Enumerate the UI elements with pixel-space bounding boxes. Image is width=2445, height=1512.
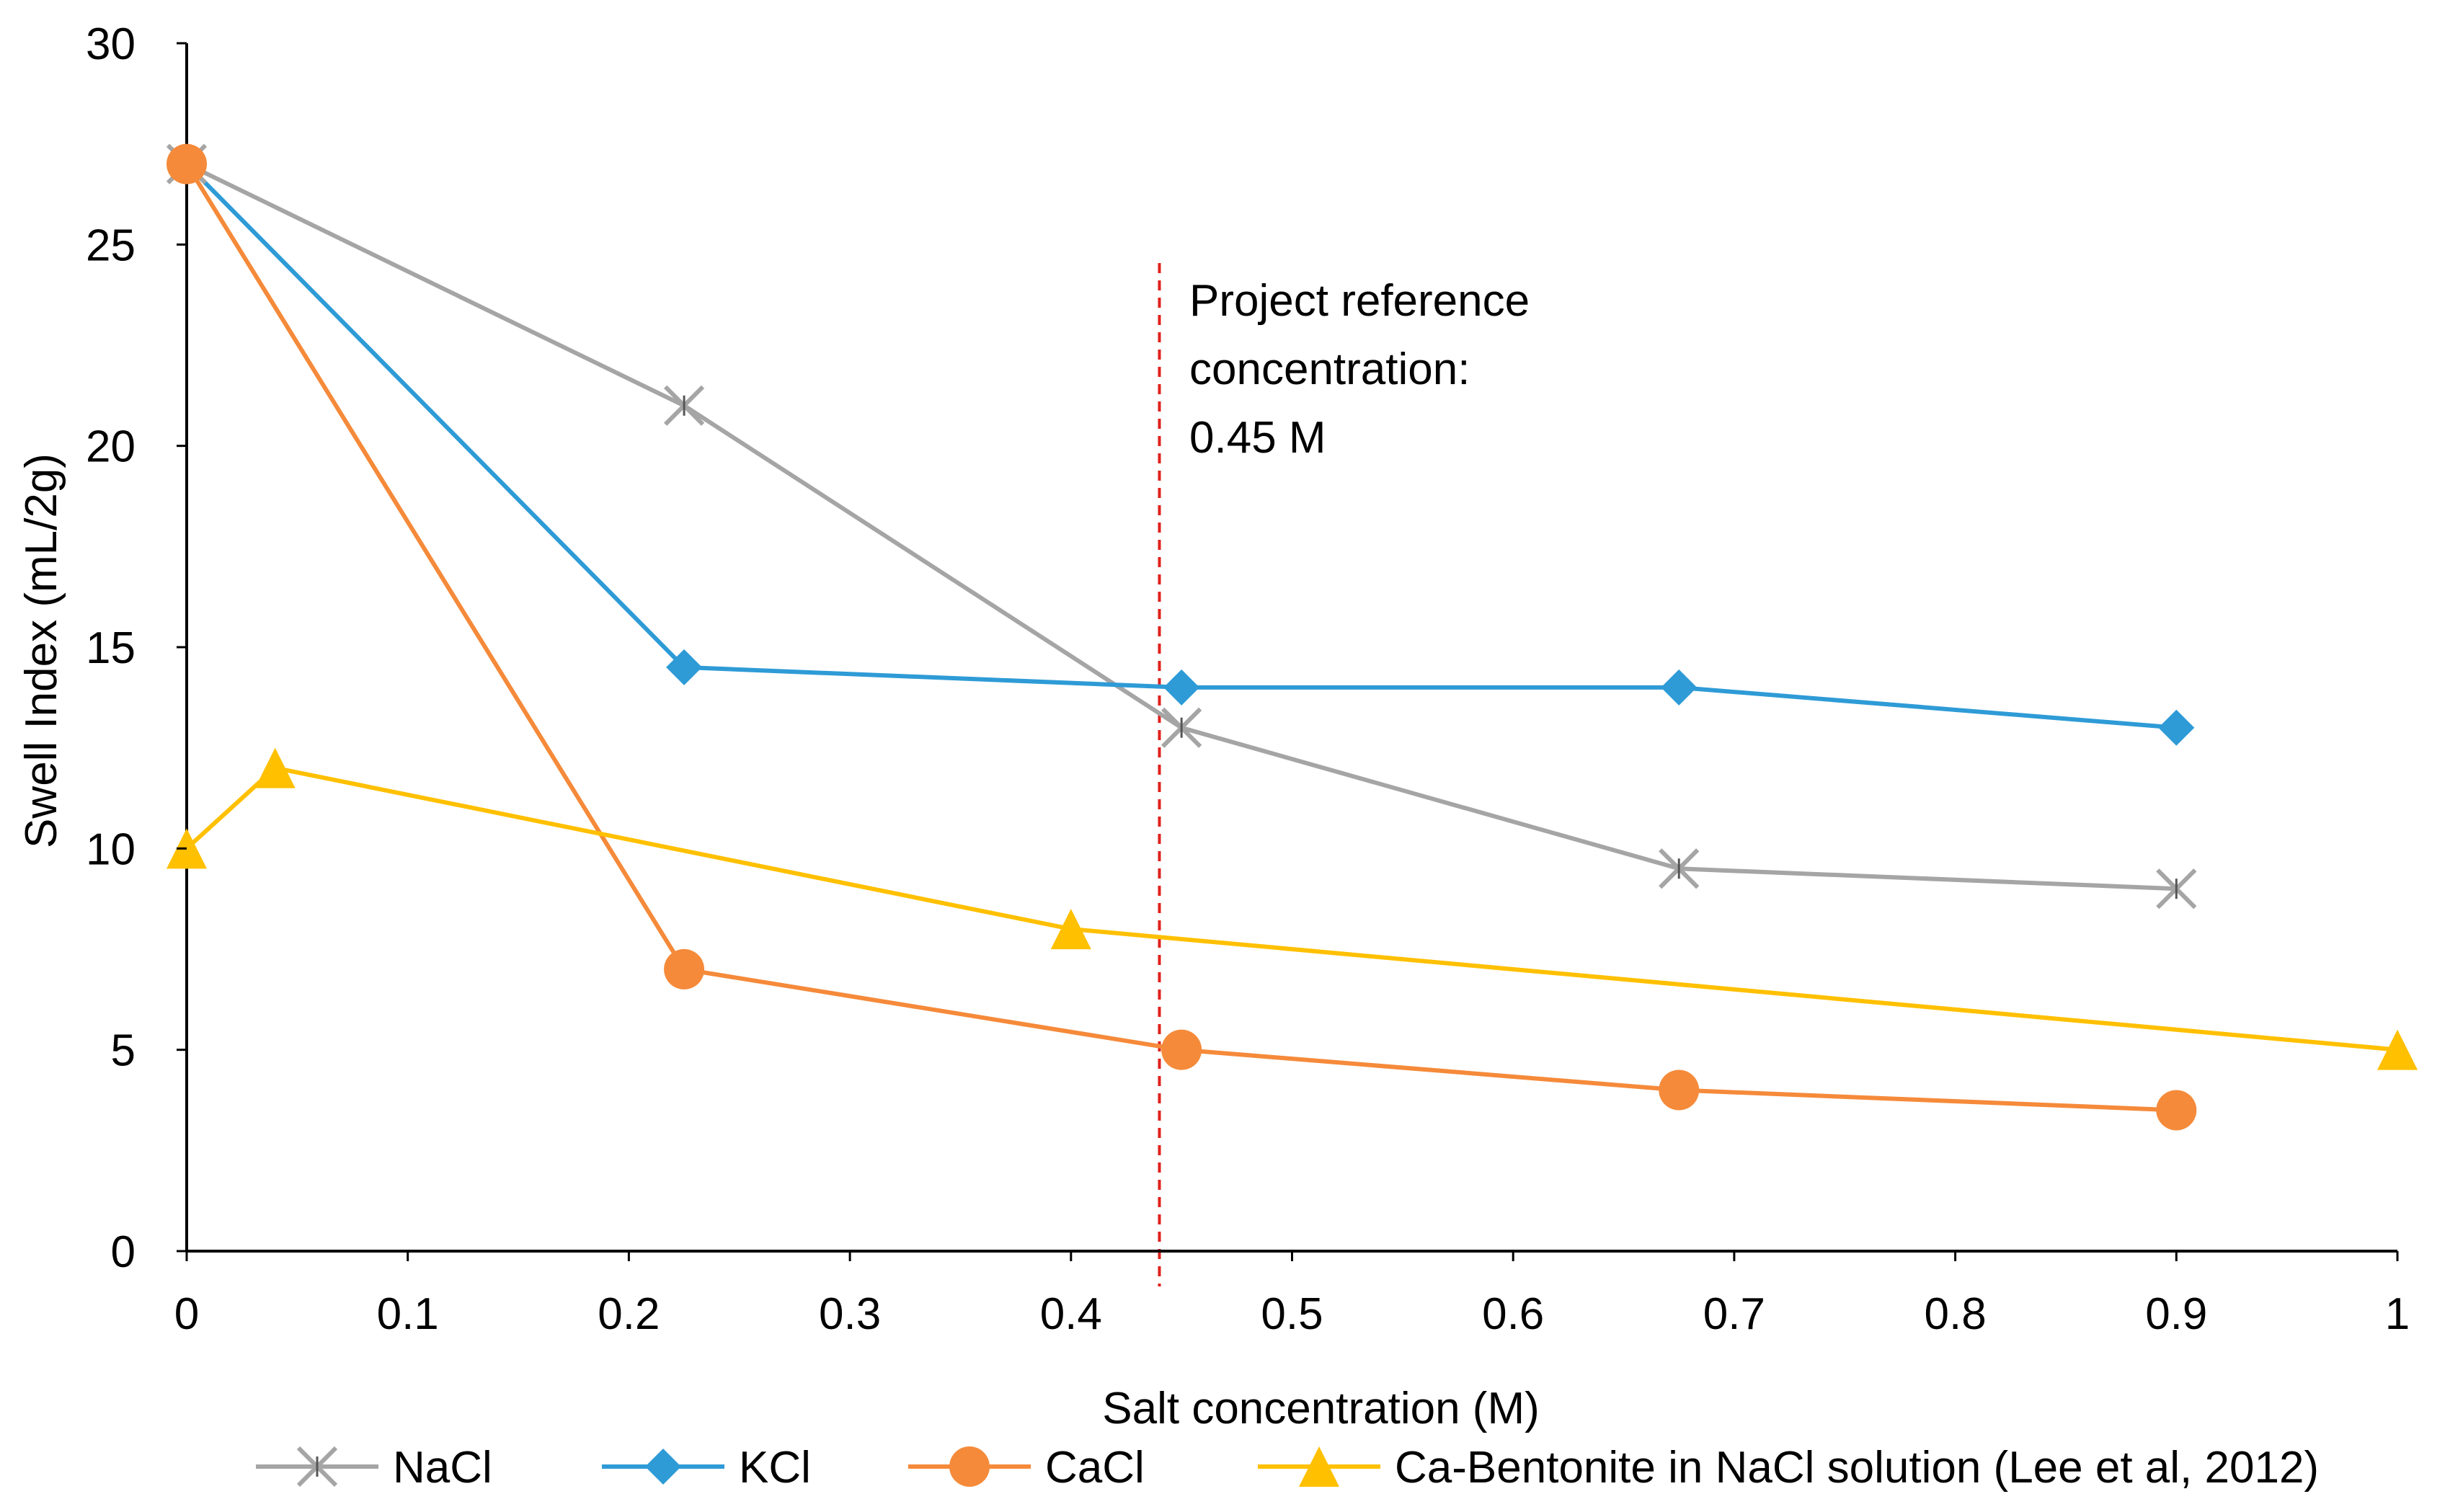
y-tick-label: 15 — [86, 623, 136, 673]
legend-label-3: Ca-Bentonite in NaCl solution (Lee et al… — [1395, 1443, 2319, 1493]
y-tick-label: 0 — [111, 1227, 136, 1277]
data-point-2 — [167, 143, 207, 184]
x-tick-label: 0.2 — [598, 1289, 660, 1339]
x-tick-label: 0.4 — [1040, 1289, 1102, 1339]
data-point-1 — [2158, 709, 2195, 746]
data-point-1 — [1661, 669, 1698, 706]
x-tick-label: 0.5 — [1261, 1289, 1323, 1339]
data-point-3 — [254, 747, 296, 788]
x-tick-label: 0 — [174, 1289, 199, 1339]
legend-marker-2 — [949, 1446, 990, 1487]
x-tick-label: 1 — [2385, 1289, 2410, 1339]
legend-marker-0 — [296, 1446, 338, 1487]
data-point-0 — [663, 385, 705, 426]
legend-label-1: KCl — [739, 1443, 811, 1493]
reference-annotation-line: 0.45 M — [1189, 413, 1326, 463]
data-point-0 — [1659, 848, 1700, 889]
series-line-3 — [185, 765, 2398, 1052]
data-point-1 — [1163, 669, 1200, 706]
legend-marker-1 — [645, 1449, 681, 1485]
data-point-3 — [2377, 1029, 2418, 1070]
legend-label-2: CaCl — [1045, 1443, 1145, 1493]
legend-label-0: NaCl — [393, 1443, 492, 1493]
reference-annotation-line: Project reference — [1189, 276, 1530, 326]
legend: NaCl KCl CaCl Ca-Bentonite in NaCl solution… — [256, 1443, 2319, 1493]
data-point-0 — [2156, 868, 2197, 910]
y-tick-label: 20 — [86, 422, 136, 472]
series-line-2 — [185, 163, 2177, 1113]
y-tick-label: 25 — [86, 221, 136, 270]
data-point-3 — [1050, 909, 1091, 950]
x-tick-label: 0.1 — [377, 1289, 439, 1339]
x-tick-label: 0.7 — [1703, 1289, 1765, 1339]
x-tick-label: 0.3 — [819, 1289, 881, 1339]
data-point-0 — [1161, 707, 1202, 748]
data-point-1 — [666, 649, 703, 685]
y-axis-title: Swell Index (mL/2g) — [17, 453, 66, 848]
data-point-2 — [1161, 1029, 1202, 1070]
legend-marker-3 — [1299, 1446, 1339, 1487]
x-tick-label: 0.6 — [1482, 1289, 1544, 1339]
x-axis-title: Salt concentration (M) — [1102, 1384, 1539, 1433]
x-tick-label: 0.9 — [2145, 1289, 2207, 1339]
data-point-2 — [2156, 1090, 2197, 1131]
data-point-2 — [1659, 1069, 1700, 1111]
series-line-0 — [185, 161, 2177, 891]
y-tick-label: 10 — [86, 824, 136, 874]
x-tick-label: 0.8 — [1924, 1289, 1986, 1339]
y-tick-label: 30 — [86, 19, 136, 69]
reference-annotation-line: concentration: — [1189, 344, 1470, 394]
data-point-2 — [664, 948, 705, 990]
y-tick-label: 5 — [111, 1026, 136, 1076]
